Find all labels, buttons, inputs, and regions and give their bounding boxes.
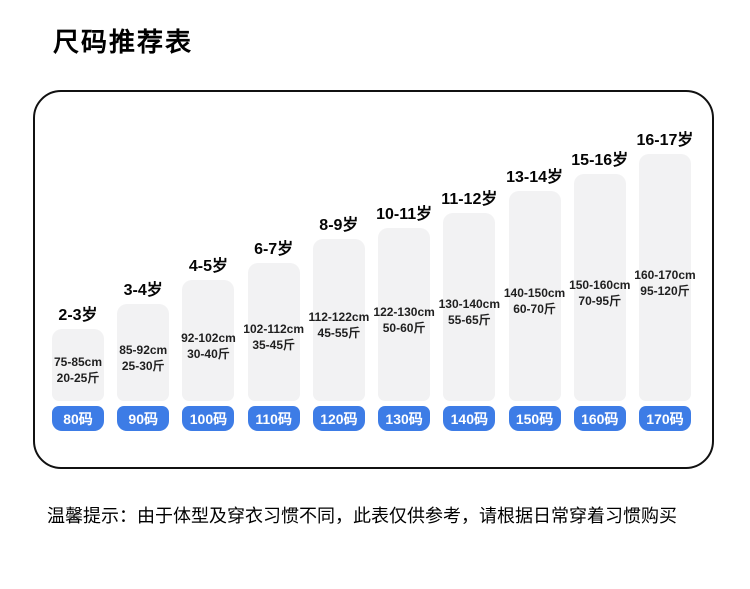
size-bar: 102-112cm 35-45斤: [243, 263, 304, 401]
weight-range: 55-65斤: [447, 313, 491, 327]
height-range: 85-92cm: [119, 342, 168, 357]
size-bar: 92-102cm 30-40斤: [181, 280, 236, 401]
age-label: 16-17岁: [636, 132, 694, 149]
size-bar: 130-140cm 55-65斤: [439, 213, 500, 401]
weight-range: 20-25斤: [56, 371, 100, 385]
height-range: 140-150cm: [503, 286, 566, 300]
size-bar: 85-92cm 25-30斤: [117, 304, 170, 401]
age-label: 15-16岁: [571, 152, 629, 169]
size-bar-text: 75-85cm 20-25斤: [54, 354, 102, 386]
size-bar-text: 140-150cm 60-70斤: [504, 285, 565, 317]
weight-range: 45-55斤: [317, 326, 361, 340]
size-column: 8-9岁 112-122cm 45-55斤 120码: [309, 217, 369, 431]
age-label: 4-5岁: [188, 258, 228, 275]
weight-range: 95-120斤: [640, 283, 690, 298]
size-bar: 75-85cm 20-25斤: [52, 329, 104, 401]
height-range: 160-170cm: [634, 267, 696, 282]
size-tag: 160码: [573, 406, 626, 431]
size-bar-text: 160-170cm 95-120斤: [634, 267, 695, 299]
size-column: 10-11岁 122-130cm 50-60斤 130码: [373, 206, 435, 431]
size-tag: 100码: [182, 406, 235, 431]
size-tag: 170码: [638, 406, 691, 431]
size-bar: 122-130cm 50-60斤: [373, 228, 435, 401]
weight-range: 60-70斤: [513, 302, 556, 316]
size-tag: 120码: [312, 406, 365, 431]
size-bar: 160-170cm 95-120斤: [634, 154, 696, 401]
size-column: 16-17岁 160-170cm 95-120斤 170码: [634, 132, 696, 431]
height-range: 112-122cm: [308, 310, 370, 324]
page-title: 尺码推荐表: [53, 27, 194, 57]
size-bar-chart: 2-3岁 75-85cm 20-25斤 80码 3-4岁 85-92cm 25-…: [35, 132, 712, 431]
height-range: 75-85cm: [53, 355, 103, 369]
size-bar-text: 112-122cm 45-55斤: [309, 309, 370, 341]
size-column: 4-5岁 92-102cm 30-40斤 100码: [181, 258, 236, 431]
height-range: 92-102cm: [181, 330, 236, 345]
weight-range: 50-60斤: [382, 320, 426, 335]
size-column: 11-12岁 130-140cm 55-65斤 140码: [439, 191, 500, 431]
size-column: 6-7岁 102-112cm 35-45斤 110码: [243, 241, 304, 431]
size-tag: 80码: [52, 406, 104, 431]
size-bar: 140-150cm 60-70斤: [504, 191, 565, 401]
age-label: 3-4岁: [123, 282, 163, 299]
age-label: 10-11岁: [376, 206, 433, 223]
size-bar: 150-160cm 70-95斤: [569, 174, 630, 401]
height-range: 130-140cm: [438, 297, 501, 311]
weight-range: 70-95斤: [578, 293, 622, 308]
size-tag: 140码: [443, 406, 496, 431]
size-bar-text: 122-130cm 50-60斤: [373, 304, 434, 336]
age-label: 13-14岁: [506, 169, 563, 186]
size-column: 2-3岁 75-85cm 20-25斤 80码: [52, 307, 104, 431]
age-label: 8-9岁: [319, 217, 359, 234]
age-label: 6-7岁: [254, 241, 294, 258]
age-label: 11-12岁: [441, 191, 498, 208]
size-bar-text: 130-140cm 55-65斤: [439, 296, 500, 328]
size-tag: 130码: [378, 406, 431, 431]
size-bar-text: 85-92cm 25-30斤: [119, 342, 167, 374]
size-tag: 150码: [508, 406, 561, 431]
height-range: 102-112cm: [243, 322, 305, 336]
weight-range: 25-30斤: [121, 358, 165, 373]
weight-range: 30-40斤: [187, 346, 230, 361]
weight-range: 35-45斤: [252, 338, 296, 352]
size-column: 15-16岁 150-160cm 70-95斤 160码: [569, 152, 630, 431]
size-bar-text: 150-160cm 70-95斤: [569, 277, 630, 309]
height-range: 150-160cm: [569, 277, 631, 292]
size-bar: 112-122cm 45-55斤: [309, 239, 369, 401]
size-tag: 110码: [247, 406, 300, 431]
size-bar-text: 102-112cm 35-45斤: [243, 321, 304, 353]
disclaimer-note: 温馨提示：由于体型及穿衣习惯不同，此表仅供参考，请根据日常穿着习惯购买: [47, 506, 677, 526]
size-tag: 90码: [117, 406, 170, 431]
size-chart-panel: 2-3岁 75-85cm 20-25斤 80码 3-4岁 85-92cm 25-…: [33, 90, 714, 469]
size-column: 3-4岁 85-92cm 25-30斤 90码: [117, 282, 170, 431]
size-column: 13-14岁 140-150cm 60-70斤 150码: [504, 169, 565, 431]
age-label: 2-3岁: [58, 307, 98, 324]
size-bar-text: 92-102cm 30-40斤: [181, 330, 236, 362]
height-range: 122-130cm: [373, 304, 435, 319]
